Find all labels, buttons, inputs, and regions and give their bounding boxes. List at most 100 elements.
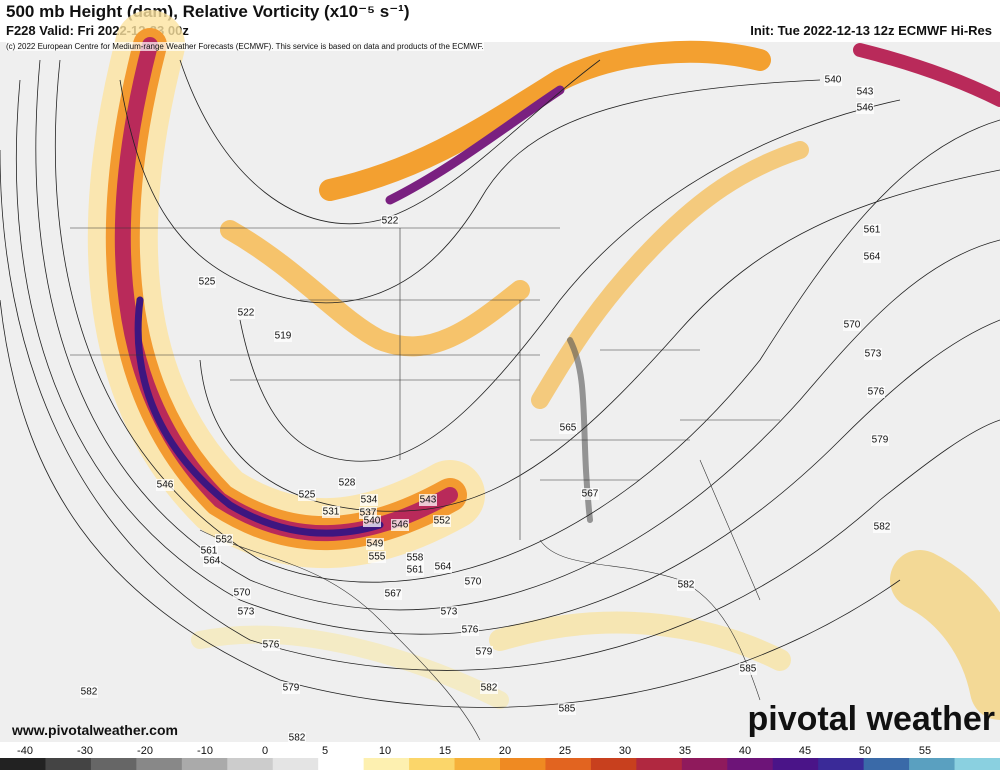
contour-label-bg [237,307,255,319]
colorbar-swatch [318,758,365,770]
logo: pivotal weather [747,700,995,738]
contour-label-bg [480,682,498,694]
contour-label-bg [856,102,874,114]
contour-label-bg [203,555,221,567]
contour-label-bg [863,251,881,263]
colorbar-tick-label: 30 [619,745,631,757]
colorbar-tick-label: 45 [799,745,811,757]
contour-label-bg [433,515,451,527]
contour-label-bg [867,386,885,398]
contour-label-bg [434,561,452,573]
colorbar-swatch [409,758,456,770]
contour-label-bg [363,515,381,527]
contour-label: 531 [323,507,340,518]
contour-label: 579 [872,435,889,446]
contour-label-bg [559,422,577,434]
contour-label: 546 [157,480,174,491]
contour-label-bg [558,703,576,715]
contour-label: 570 [844,320,861,331]
colorbar-tick-label: -10 [197,745,213,757]
init-time: Init: Tue 2022-12-13 12z ECMWF Hi-Res [750,23,992,38]
contour-label: 579 [283,683,300,694]
contour-label: 576 [263,640,280,651]
contour-label: 582 [678,580,695,591]
colorbar-swatch [363,758,410,770]
contour-label-bg [274,330,292,342]
contour-label: 561 [407,565,424,576]
colorbar-swatch [181,758,228,770]
colorbar-swatch [136,758,183,770]
contour-label-bg [461,624,479,636]
contour-label-bg [381,215,399,227]
colorbar-swatch [227,758,274,770]
contour-label: 564 [204,556,221,567]
contour-label-bg [360,494,378,506]
contour-label-bg [384,588,402,600]
contour-label-bg [824,74,842,86]
colorbar-swatch [500,758,546,770]
contour-label-bg [368,551,386,563]
contour-label: 565 [560,423,577,434]
contour-label: 573 [865,349,882,360]
contour-label: 534 [361,495,378,506]
contour-label: 537 [360,508,377,519]
contour-label: 546 [392,520,409,531]
contour-label-bg [475,646,493,658]
copyright: (c) 2022 European Centre for Medium-rang… [6,42,484,51]
colorbar-tick-label: 50 [859,745,871,757]
contour-label: 540 [825,75,842,86]
colorbar-swatch [818,758,865,770]
contour-label: 582 [289,733,306,744]
contour-label: 570 [234,588,251,599]
colorbar-tick-label: 5 [322,745,328,757]
colorbar-swatch [454,758,501,770]
contour-label-bg [391,519,409,531]
contour-label-bg [581,488,599,500]
contour-label: 564 [864,252,881,263]
colorbar-tick-label: 20 [499,745,511,757]
contour-label: 555 [369,552,386,563]
contour-label-bg [677,579,695,591]
contour-label-bg [338,477,356,489]
colorbar-tick-label: -30 [77,745,93,757]
contour-label-bg [282,682,300,694]
colorbar-tick-label: 55 [919,745,931,757]
contour-label: 546 [857,103,874,114]
colorbar-tick-label: 25 [559,745,571,757]
contour-label: 576 [462,625,479,636]
contour-label-bg [843,319,861,331]
colorbar-swatch [272,758,319,770]
contour-label: 558 [407,553,424,564]
colorbar-swatch [45,758,92,770]
colorbar-tick-label: 35 [679,745,691,757]
contour-label: 522 [382,216,399,227]
contour-label: 561 [864,225,881,236]
colorbar-swatch [636,758,683,770]
contour-label-bg [237,606,255,618]
contour-label: 525 [299,490,316,501]
contour-label-bg [739,663,757,675]
contour-label: 519 [275,331,292,342]
contour-label: 552 [216,535,233,546]
colorbar-swatch [545,758,592,770]
contour-label: 540 [364,516,381,527]
contour-label-bg [440,606,458,618]
contour-label: 564 [435,562,452,573]
height-contours [0,59,1000,708]
contour-label: 549 [367,539,384,550]
colorbar-swatch [0,758,46,770]
contour-label: 570 [465,577,482,588]
contour-label: 585 [740,664,757,675]
contour-label-bg [322,506,340,518]
contour-label-bg [262,639,280,651]
colorbar-tick-label: 10 [379,745,391,757]
contour-label: 573 [441,607,458,618]
contour-label-bg [863,224,881,236]
contour-label-bg [288,732,306,744]
colorbar-tick-label: -20 [137,745,153,757]
contour-label: 567 [385,589,402,600]
contour-label: 522 [238,308,255,319]
colorbar-tick-label: 40 [739,745,751,757]
contour-label: 525 [199,277,216,288]
